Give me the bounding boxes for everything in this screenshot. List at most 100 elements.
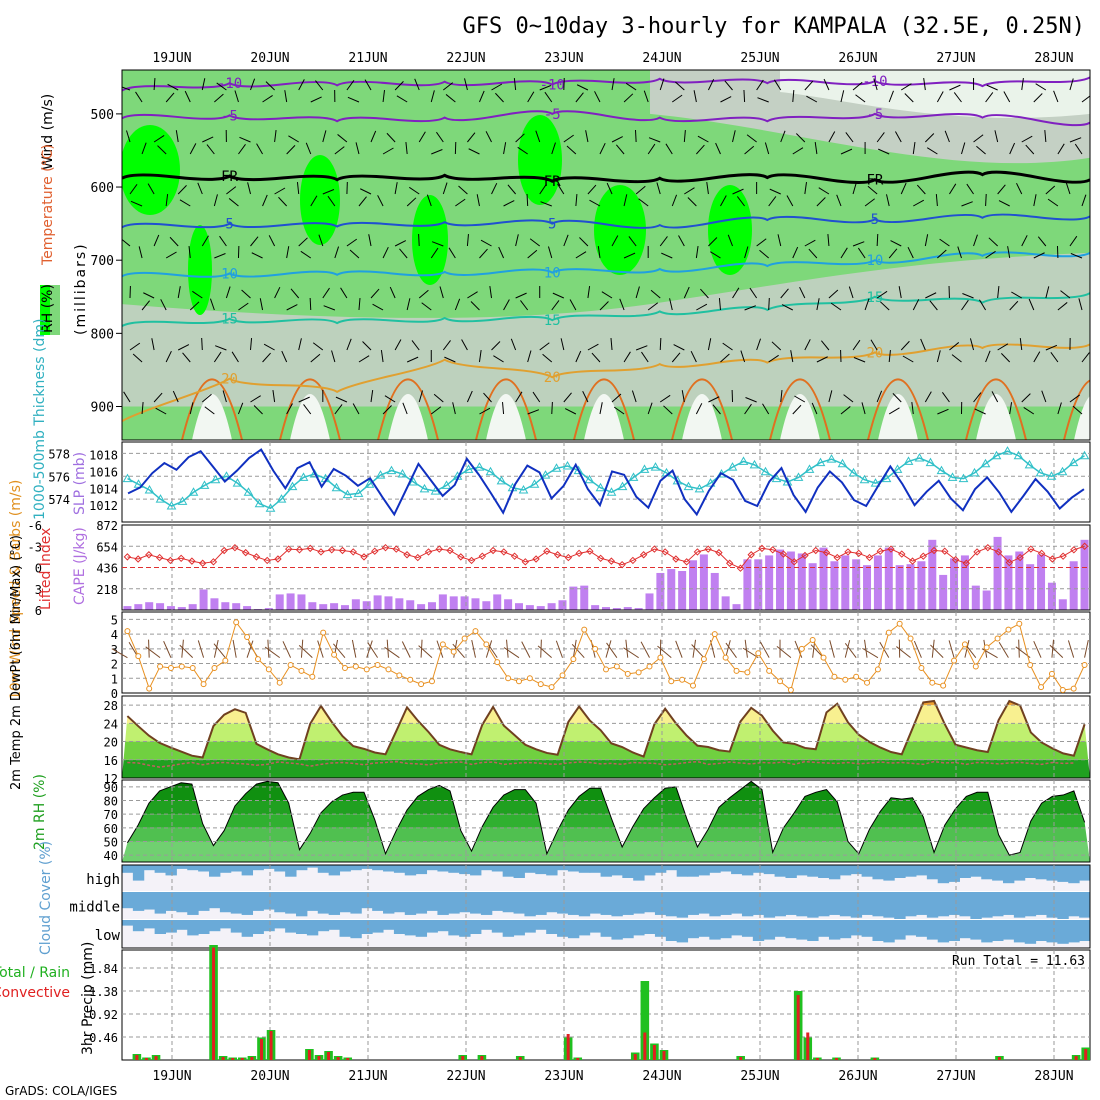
rh-color-band [122,786,1090,801]
cloud-bar-low [252,920,264,934]
precip-panel: 1.84 1.38 0.92 0.46 [89,945,1091,1061]
wind-barb [907,246,914,259]
wind-barb [250,395,261,403]
wind-barb [756,238,767,247]
wind-barb [615,144,625,155]
cloud-bar-middle [187,892,199,915]
wind-barb [935,194,938,207]
cape-bar [873,555,882,610]
cloud-bar-low [578,920,591,936]
date-label-top: 20JUN [250,51,289,66]
temp-contour-line [122,170,1090,184]
wind-barb [764,142,770,155]
cape-bar [797,553,806,610]
wind-barb-10m [246,640,254,658]
cloud-bar-middle [372,892,384,911]
wind-barb-10m [810,644,824,659]
wind-barb [610,338,613,351]
wind-barb [458,185,468,195]
thickness-point [551,463,562,472]
cape-bar [286,593,295,610]
wind-barb [997,286,1000,299]
wind-barb [924,391,932,403]
li-point [155,553,164,562]
wind-barb [852,81,863,91]
wind-speed-point [581,626,588,633]
wind-barb [1033,252,1045,259]
wind-speed-point [820,654,827,661]
cloud-bar-low [807,920,819,941]
precip-convective-bar [317,1056,321,1060]
temp-contour-label: 5 [548,217,556,233]
wind-speed-point [189,664,196,671]
wind-speed-point [331,651,338,658]
cape-bar [612,608,621,610]
wind-speed-point [951,657,958,664]
thickness-point [727,462,738,471]
cloud-bar-high [361,865,373,869]
wind-barb-10m [896,646,911,659]
thickness-series-line [127,450,1085,510]
wind-barb [527,350,532,363]
wind-speed-point [1081,662,1088,669]
cloud-bar-middle [306,892,319,911]
wind-barb [272,390,276,403]
cloud-bar-high [839,865,852,876]
wind-barb [722,342,733,351]
thickness-point [958,473,969,483]
cloud-bar-low [524,920,536,933]
wind-barb [681,390,685,403]
cloud-bar-middle [992,892,1004,917]
precip-tick-label: 1.84 [89,962,118,976]
cloud-bar-middle [502,892,515,913]
wind-barb [973,392,982,403]
wind-barb [281,350,288,363]
wind-barb [418,289,429,299]
wind-barb-10m [640,641,650,658]
cape-bar [536,606,545,610]
thickness-point [463,464,474,473]
cloud-bar-middle [383,892,395,914]
cloud-bar-high [763,865,776,875]
cloud-bar-high [502,865,515,877]
thickness-point [342,489,353,499]
cloud-bar-middle [709,892,721,917]
run-total-label: Run Total = 11.63 [952,954,1085,969]
wind-barb [1050,351,1059,363]
wind-barb [298,396,310,403]
wind-barb [845,132,854,143]
cloud-bar-low [850,920,863,936]
wind-barb [708,237,718,247]
cloud-bar-low [415,920,428,937]
wind-barb [1069,235,1078,247]
wind-barb-10m [179,644,194,659]
wind-barb [853,357,866,363]
wind-barb [259,298,264,311]
wind-barb [804,80,814,91]
li-point [973,548,981,556]
precip-tick-label: 1.38 [89,985,118,999]
date-label-bottom: 20JUN [250,1069,289,1084]
wind-speed-point [722,654,729,661]
wind-barb [715,142,721,155]
cloud-bar-high [981,865,993,880]
cloud-bar-high [567,865,580,872]
wind-barb [305,142,312,155]
cloud-bar-middle [796,892,808,917]
boundary-layer-dry-spike [976,393,1016,440]
thickness-point [408,476,419,486]
cloud-bar-high [796,865,808,876]
precip-convective-bar [212,947,216,1060]
precip-convective-bar [307,1050,311,1060]
cloud-bar-low [328,920,341,930]
li-point [134,555,142,563]
cloud-bar-low [437,920,449,932]
wind-barb [467,291,478,299]
cloud-bar-middle [448,892,460,914]
wind-tick-label: 4 [111,628,118,642]
wind-barb [690,350,697,363]
boundary-layer-dry-spike [682,393,722,440]
wind-barb [647,302,659,311]
wind-barb-10m [998,641,1009,658]
